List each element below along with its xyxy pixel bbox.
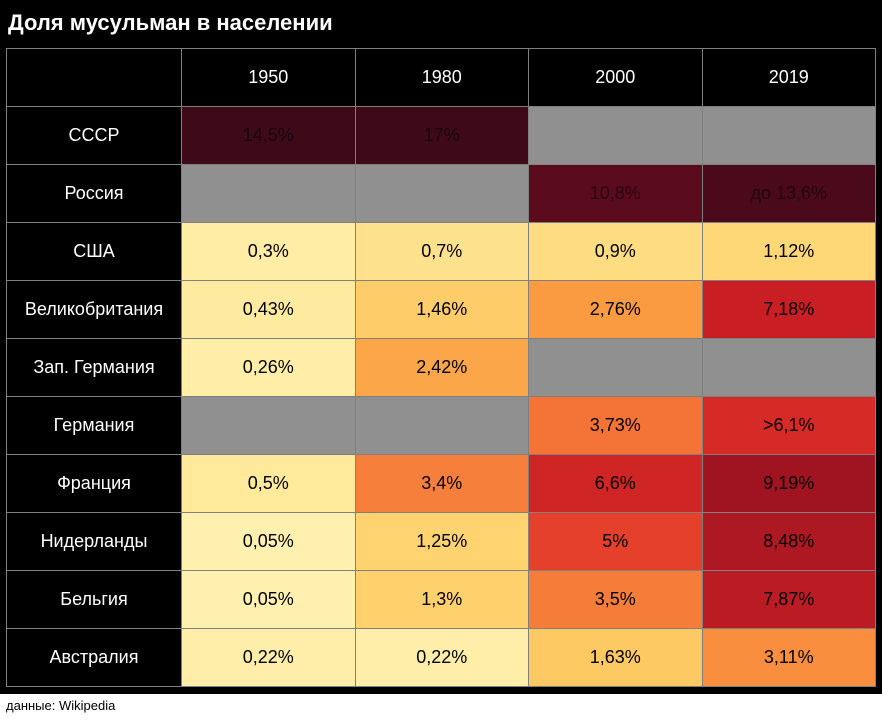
- na-cell: [702, 107, 876, 165]
- table-row: Германия 3,73%>6,1%: [7, 397, 876, 455]
- table-row: Великобритания0,43%1,46%2,76%7,18%: [7, 281, 876, 339]
- value-cell: 2,42%: [355, 339, 529, 397]
- col-header: 1980: [355, 49, 529, 107]
- value-cell: 3,11%: [702, 629, 876, 687]
- value-cell: 9,19%: [702, 455, 876, 513]
- row-header: Австралия: [7, 629, 182, 687]
- na-cell: [355, 397, 529, 455]
- value-cell: 3,4%: [355, 455, 529, 513]
- value-cell: 1,3%: [355, 571, 529, 629]
- value-cell: 0,9%: [529, 223, 703, 281]
- table-row: Франция0,5%3,4%6,6%9,19%: [7, 455, 876, 513]
- row-header: Германия: [7, 397, 182, 455]
- value-cell: 0,7%: [355, 223, 529, 281]
- value-cell: 0,5%: [182, 455, 356, 513]
- value-cell: >6,1%: [702, 397, 876, 455]
- row-header: Франция: [7, 455, 182, 513]
- header-row: 1950198020002019: [7, 49, 876, 107]
- value-cell: 7,18%: [702, 281, 876, 339]
- chart-container: Доля мусульман в населении 1950198020002…: [0, 0, 882, 693]
- table-row: Зап. Германия0,26%2,42%: [7, 339, 876, 397]
- table-row: Австралия0,22%0,22%1,63%3,11%: [7, 629, 876, 687]
- value-cell: 14,5%: [182, 107, 356, 165]
- row-header: США: [7, 223, 182, 281]
- col-header: 2000: [529, 49, 703, 107]
- value-cell: 0,05%: [182, 513, 356, 571]
- na-cell: [355, 165, 529, 223]
- na-cell: [182, 397, 356, 455]
- na-cell: [182, 165, 356, 223]
- col-header: 1950: [182, 49, 356, 107]
- value-cell: 10,8%: [529, 165, 703, 223]
- value-cell: 0,05%: [182, 571, 356, 629]
- value-cell: 5%: [529, 513, 703, 571]
- source-attribution: данные: Wikipedia: [0, 693, 882, 717]
- row-header: Великобритания: [7, 281, 182, 339]
- value-cell: 1,12%: [702, 223, 876, 281]
- na-cell: [529, 107, 703, 165]
- value-cell: 0,26%: [182, 339, 356, 397]
- value-cell: 2,76%: [529, 281, 703, 339]
- value-cell: 1,25%: [355, 513, 529, 571]
- heatmap-table: 1950198020002019 СССР14,5%17%Россия10,8%…: [6, 48, 876, 687]
- value-cell: 17%: [355, 107, 529, 165]
- chart-title: Доля мусульман в населении: [0, 0, 882, 48]
- value-cell: 3,73%: [529, 397, 703, 455]
- value-cell: 7,87%: [702, 571, 876, 629]
- row-header: Бельгия: [7, 571, 182, 629]
- table-row: СССР14,5%17%: [7, 107, 876, 165]
- row-header: Нидерланды: [7, 513, 182, 571]
- table-row: США0,3%0,7%0,9%1,12%: [7, 223, 876, 281]
- value-cell: 8,48%: [702, 513, 876, 571]
- row-header: Зап. Германия: [7, 339, 182, 397]
- table-wrap: 1950198020002019 СССР14,5%17%Россия10,8%…: [0, 48, 882, 693]
- value-cell: 0,43%: [182, 281, 356, 339]
- value-cell: 3,5%: [529, 571, 703, 629]
- table-head: 1950198020002019: [7, 49, 876, 107]
- value-cell: 6,6%: [529, 455, 703, 513]
- value-cell: 0,22%: [355, 629, 529, 687]
- na-cell: [702, 339, 876, 397]
- table-row: Нидерланды0,05%1,25%5%8,48%: [7, 513, 876, 571]
- value-cell: до 13,6%: [702, 165, 876, 223]
- corner-cell: [7, 49, 182, 107]
- table-row: Россия 10,8%до 13,6%: [7, 165, 876, 223]
- value-cell: 0,3%: [182, 223, 356, 281]
- table-body: СССР14,5%17%Россия10,8%до 13,6%США0,3%0,…: [7, 107, 876, 687]
- col-header: 2019: [702, 49, 876, 107]
- row-header: Россия: [7, 165, 182, 223]
- row-header: СССР: [7, 107, 182, 165]
- value-cell: 1,63%: [529, 629, 703, 687]
- table-row: Бельгия0,05%1,3%3,5%7,87%: [7, 571, 876, 629]
- value-cell: 1,46%: [355, 281, 529, 339]
- value-cell: 0,22%: [182, 629, 356, 687]
- na-cell: [529, 339, 703, 397]
